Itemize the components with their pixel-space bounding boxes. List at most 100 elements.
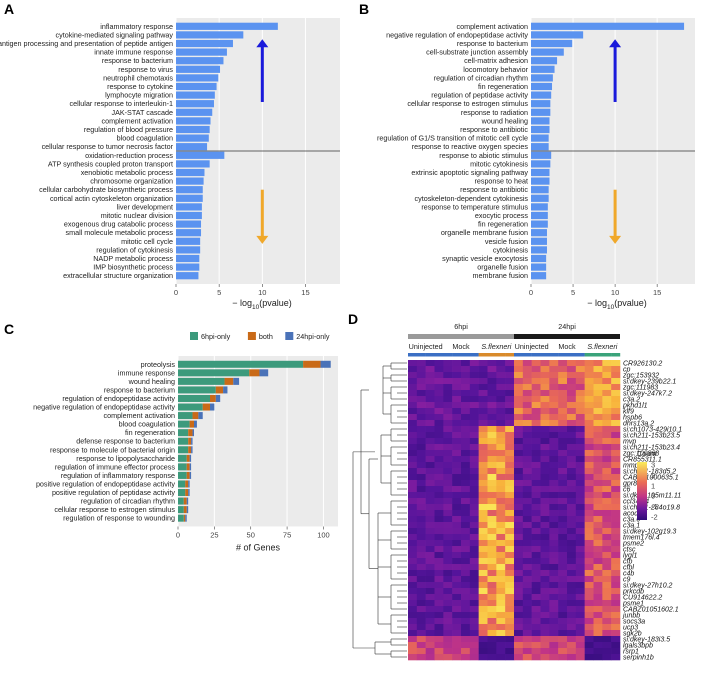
panel-d-heatmap-cell <box>522 540 532 547</box>
panel-d-heatmap-cell <box>434 576 444 583</box>
panel-d-heatmap-cell <box>593 414 603 421</box>
panel-d-heatmap-cell <box>425 606 435 613</box>
panel-d-heatmap-cell <box>416 546 426 553</box>
panel-d-heatmap-cell <box>514 396 524 403</box>
panel-d-heatmap-cell <box>584 420 594 427</box>
panel-a-bar <box>176 211 202 220</box>
panel-d-heatmap-cell <box>558 558 568 565</box>
panel-d-heatmap-cell <box>540 414 550 421</box>
panel-d-heatmap-cell <box>575 468 585 475</box>
panel-c-bar-segment <box>178 489 186 497</box>
panel-d-heatmap-cell <box>469 552 479 559</box>
panel-d-heatmap-cell <box>593 420 603 427</box>
panel-d-gene-label: lgals3bpb <box>623 643 653 650</box>
panel-d-heatmap-cell <box>540 498 550 505</box>
panel-d-heatmap-cell <box>496 420 506 427</box>
panel-d-heatmap-cell <box>514 420 524 427</box>
panel-d-heatmap-cell <box>575 606 585 613</box>
panel-b-category-label: response to abiotic stimulus <box>439 151 528 160</box>
panel-b-bar <box>531 237 547 245</box>
panel-d-heatmap-cell <box>443 522 453 529</box>
panel-d-heatmap-cell <box>531 534 541 541</box>
panel-d-heatmap-cell <box>522 570 532 577</box>
panel-d-heatmap-cell <box>425 624 435 631</box>
panel-d-heatmap-cell <box>425 432 435 439</box>
panel-d-heatmap-cell <box>611 444 621 451</box>
panel-d-heatmap-cell <box>425 390 435 397</box>
panel-d-heatmap-cell <box>584 540 594 547</box>
panel-d-heatmap-cell <box>558 510 568 517</box>
panel-d-heatmap-cell <box>408 498 418 505</box>
panel-d-heatmap-cell <box>611 366 621 373</box>
panel-d-heatmap-cell <box>514 360 524 367</box>
panel-d-heatmap-cell <box>602 528 612 535</box>
panel-d-heatmap-cell <box>567 498 577 505</box>
panel-b-bar <box>531 22 685 30</box>
panel-c-bar-segment <box>183 497 187 505</box>
panel-d-heatmap-cell <box>443 618 453 625</box>
panel-d-heatmap-cell <box>540 600 550 607</box>
panel-d-heatmap-cell <box>478 534 488 541</box>
panel-c-bar-segment <box>178 480 186 488</box>
panel-d-heatmap-cell <box>593 648 603 655</box>
panel-d-heatmap-cell <box>452 564 462 571</box>
panel-d-heatmap-cell <box>593 588 603 595</box>
panel-d-heatmap-cell <box>584 594 594 601</box>
panel-d-heatmap-cell <box>416 390 426 397</box>
panel-d-heatmap-cell <box>575 636 585 643</box>
panel-d-heatmap-cell <box>505 504 515 511</box>
panel-d-heatmap-cell <box>434 402 444 409</box>
panel-d-heatmap-cell <box>496 594 506 601</box>
panel-d-heatmap-cell <box>584 570 594 577</box>
panel-d-heatmap-cell <box>611 456 621 463</box>
panel-a-up-arrow-head <box>256 39 269 48</box>
panel-a-bar <box>176 151 225 159</box>
panel-d-heatmap-cell <box>505 384 515 391</box>
panel-d-heatmap-cell <box>540 408 550 415</box>
panel-d-heatmap-cell <box>593 582 603 589</box>
panel-d-heatmap-cell <box>531 438 541 445</box>
panel-d-heatmap-cell <box>487 384 497 391</box>
panel-d-heatmap-cell <box>611 360 621 367</box>
panel-d-heatmap-cell <box>461 636 471 643</box>
panel-d-gene-label: zgc:111983 <box>622 385 658 392</box>
panel-d-gene-label: prkcdb <box>622 589 644 596</box>
panel-d-heatmap-cell <box>505 582 515 589</box>
panel-d-heatmap-cell <box>496 384 506 391</box>
panel-d-heatmap-cell <box>558 564 568 571</box>
panel-a-bar-chart: A inflammatory responsecytokine-mediated… <box>0 1 340 311</box>
panel-d-heatmap-cell <box>575 390 585 397</box>
panel-d-heatmap-cell <box>478 480 488 487</box>
panel-d-heatmap-cell <box>611 432 621 439</box>
panel-d-heatmap-cell <box>602 384 612 391</box>
panel-d-heatmap-cell <box>416 414 426 421</box>
panel-d-heatmap-cell <box>434 462 444 469</box>
panel-d-heatmap-cell <box>593 654 603 661</box>
panel-d-heatmap-cell <box>531 366 541 373</box>
panel-d-heatmap-cell <box>567 642 577 649</box>
panel-c-legend-label: both <box>259 332 273 341</box>
panel-d-heatmap-cell <box>496 492 506 499</box>
panel-c-x-tick-label: 75 <box>283 530 291 539</box>
panel-b-category-label: response to antibiotic <box>460 185 528 194</box>
panel-d-heatmap-cell <box>593 528 603 535</box>
panel-d-heatmap-cell <box>434 654 444 661</box>
panel-c-bar-segment <box>192 412 199 420</box>
panel-a-x-tick-label: 10 <box>258 288 266 297</box>
panel-c-bar-segment <box>191 446 193 454</box>
panel-d-heatmap-cell <box>487 390 497 397</box>
panel-d-heatmap-cell <box>434 552 444 559</box>
panel-d-heatmap-cell <box>584 426 594 433</box>
panel-d-heatmap-cell <box>408 438 418 445</box>
panel-d-heatmap-cell <box>567 540 577 547</box>
panel-d-heatmap-cell <box>496 576 506 583</box>
panel-d-heatmap-cell <box>487 408 497 415</box>
panel-d-heatmap-cell <box>505 360 515 367</box>
panel-d-heatmap-cell <box>602 564 612 571</box>
panel-d-heatmap-cell <box>531 564 541 571</box>
panel-d-heatmap-cell <box>514 636 524 643</box>
panel-d-heatmap-cell <box>461 438 471 445</box>
panel-d-heatmap-cell <box>540 612 550 619</box>
panel-a-bar <box>176 254 200 263</box>
panel-d-heatmap-cell <box>584 504 594 511</box>
